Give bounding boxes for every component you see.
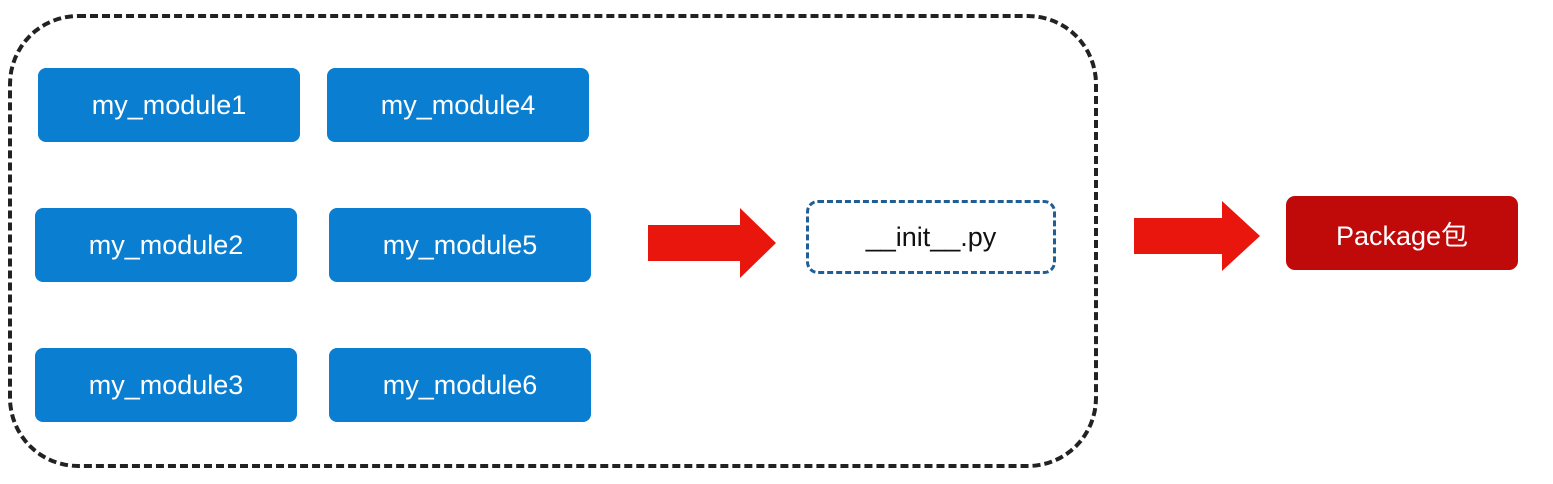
module-box-4: my_module4 [327,68,589,142]
right-arrow-icon [1134,201,1260,271]
package-box: Package包 [1286,196,1518,270]
module-label-6: my_module6 [382,369,538,400]
module-box-5: my_module5 [329,208,591,282]
module-box-1: my_module1 [38,68,300,142]
module-box-3: my_module3 [35,348,297,422]
module-label-4: my_module4 [380,89,536,120]
init-file-label: __init__.py [865,221,997,252]
module-box-6: my_module6 [329,348,591,422]
init-file-box: __init__.py [806,200,1056,274]
right-arrow-icon [648,208,776,278]
package-boundary [8,14,1098,468]
module-label-2: my_module2 [88,229,244,260]
package-label: Package包 [1335,220,1469,251]
module-label-1: my_module1 [91,89,247,120]
module-box-2: my_module2 [35,208,297,282]
module-label-3: my_module3 [88,369,244,400]
module-label-5: my_module5 [382,229,538,260]
